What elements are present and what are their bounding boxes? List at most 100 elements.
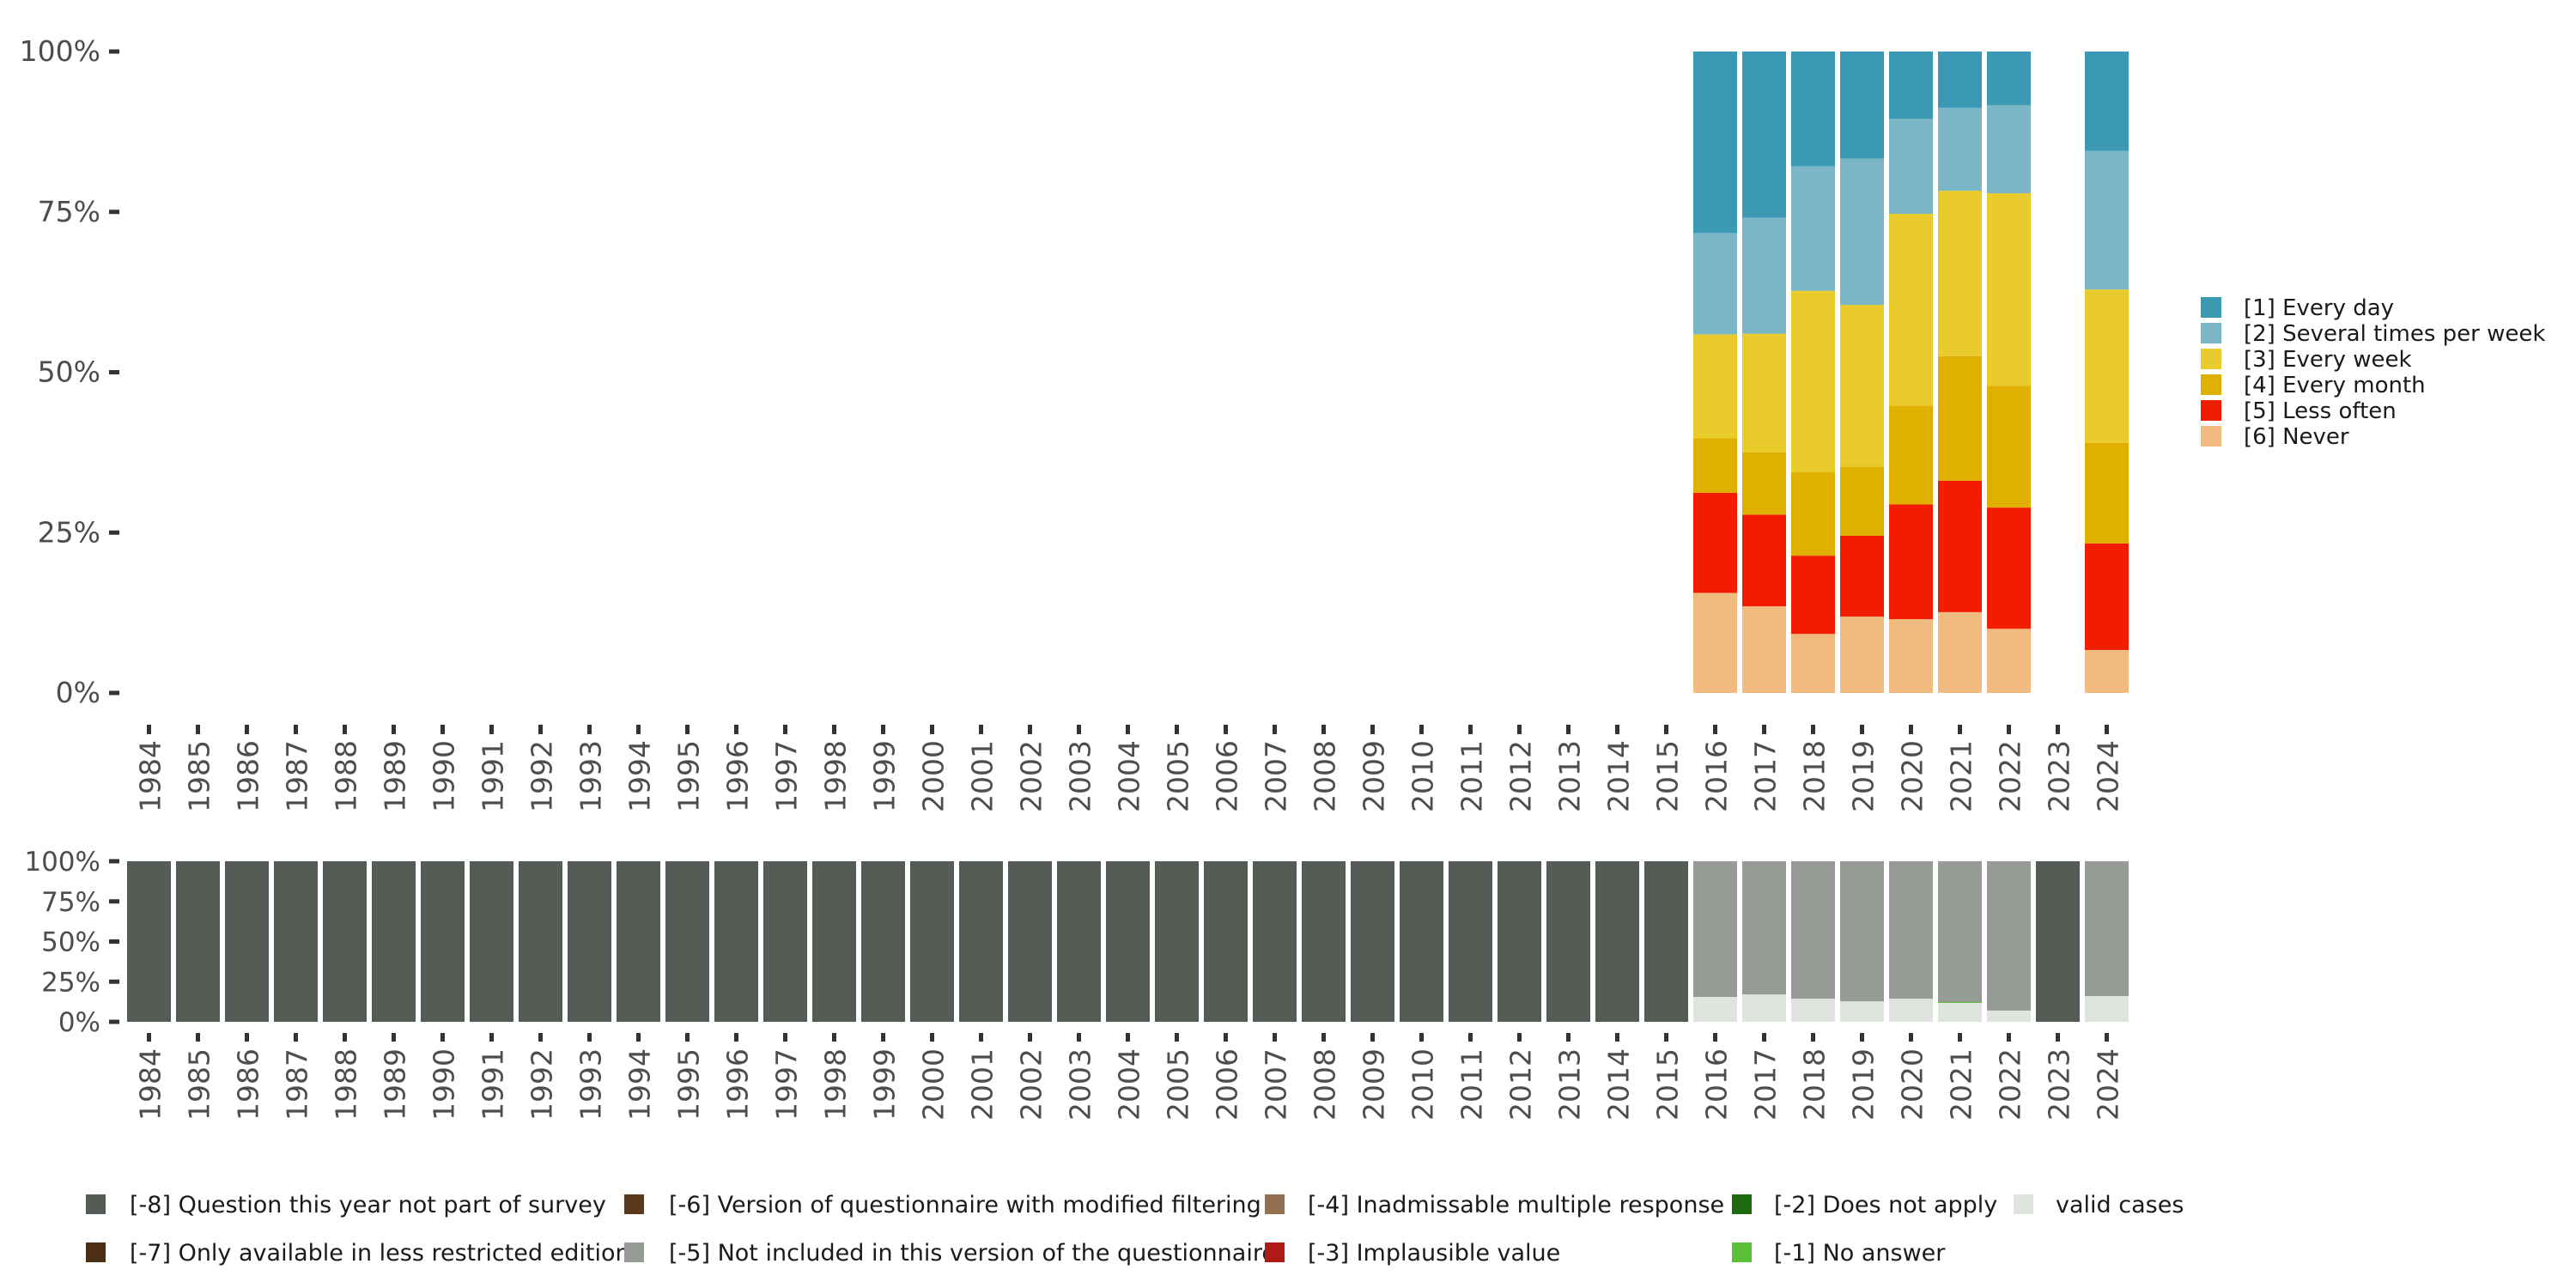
bar-segment	[1742, 217, 1786, 334]
x-tick-label: 2017	[1749, 740, 1783, 812]
x-tick-label: 2005	[1162, 1048, 1195, 1121]
bar-stack-2021	[1938, 52, 1982, 693]
x-tick-label: 2014	[1602, 1048, 1636, 1121]
bar-stack-1993	[568, 861, 611, 1022]
y-tick-label: 50%	[41, 927, 100, 958]
bar-stack-2003	[1057, 861, 1101, 1022]
y-tick-label: 25%	[38, 515, 100, 549]
x-tick-label: 2006	[1211, 1048, 1244, 1121]
x-tick-label: 1993	[574, 1048, 608, 1121]
bar-segment	[1938, 191, 1982, 356]
x-tick-label: 2011	[1455, 740, 1489, 812]
bar-stack-1995	[665, 861, 709, 1022]
bar-stack-2016	[1693, 861, 1737, 1022]
bar-stack-2019	[1840, 861, 1884, 1022]
legend-item: [3] Every week	[2201, 347, 2412, 373]
bar-segment	[2085, 543, 2129, 650]
bar-segment	[1840, 861, 1884, 1002]
bar-segment	[225, 861, 269, 1022]
bar-segment	[1351, 861, 1394, 1022]
bar-segment	[1840, 535, 1884, 617]
bar-stack-1997	[763, 861, 807, 1022]
y-tick-label: 0%	[56, 676, 100, 709]
bar-stack-2020	[1889, 52, 1933, 693]
y-tick-label: 75%	[41, 887, 100, 918]
x-tick-label: 2002	[1015, 740, 1048, 812]
bar-segment	[1742, 861, 1786, 995]
bar-segment	[959, 861, 1003, 1022]
x-tick-label: 2019	[1847, 1048, 1880, 1121]
x-tick-label: 1998	[819, 740, 853, 812]
legend-label: [2] Several times per week	[2244, 321, 2545, 347]
bar-stack-2004	[1106, 861, 1150, 1022]
bar-segment	[2085, 52, 2129, 151]
legend-label: [-1] No answer	[1774, 1240, 1946, 1267]
bar-stack-1988	[323, 861, 367, 1022]
x-tick-label: 2003	[1064, 740, 1097, 812]
x-tick-label: 2010	[1406, 740, 1440, 812]
x-tick-label: 1991	[477, 1048, 510, 1121]
legend-top: [1] Every day[2] Several times per week[…	[2201, 295, 2545, 450]
x-tick-label: 2013	[1553, 1048, 1587, 1121]
bar-segment	[1791, 290, 1835, 473]
bar-segment	[1742, 52, 1786, 218]
bar-segment	[2036, 861, 2080, 1022]
bar-segment	[2085, 150, 2129, 290]
bar-segment	[714, 861, 758, 1022]
legend-swatch	[86, 1194, 106, 1214]
x-tick-label: 1999	[868, 1048, 902, 1121]
bar-segment	[1840, 1001, 1884, 1022]
bar-segment	[1889, 619, 1933, 693]
bar-segment	[1742, 994, 1786, 1022]
x-tick-label: 2010	[1406, 1048, 1440, 1121]
x-tick-label: 2013	[1553, 740, 1587, 812]
bar-segment	[1987, 507, 2031, 629]
x-tick-label: 1988	[330, 1048, 363, 1121]
bar-stack-2007	[1253, 861, 1297, 1022]
bar-segment	[1546, 861, 1590, 1022]
bar-segment	[1889, 118, 1933, 214]
bar-segment	[1302, 861, 1346, 1022]
bar-segment	[1889, 504, 1933, 620]
legend-swatch	[86, 1242, 106, 1262]
bar-segment	[1889, 999, 1933, 1022]
legend-label: [-7] Only available in less restricted e…	[130, 1240, 630, 1267]
x-tick-label: 2001	[966, 1048, 999, 1121]
bar-stack-2023	[2036, 861, 2080, 1022]
bar-stack-1985	[176, 861, 220, 1022]
bar-segment	[1938, 355, 1982, 481]
x-tick-label: 1989	[379, 1048, 412, 1121]
bar-segment	[323, 861, 367, 1022]
x-tick-label: 1991	[477, 740, 510, 812]
bar-stack-2002	[1008, 861, 1052, 1022]
bar-segment	[1938, 52, 1982, 108]
bar-segment	[1693, 438, 1737, 493]
legend-bottom: [-8] Question this year not part of surv…	[86, 1192, 2184, 1267]
bar-segment	[1791, 999, 1835, 1022]
legend-swatch	[2201, 297, 2221, 318]
x-tick-label: 1990	[428, 1048, 461, 1121]
x-tick-label: 2008	[1309, 1048, 1342, 1121]
legend-swatch	[2014, 1194, 2033, 1214]
x-tick-label: 1990	[428, 740, 461, 812]
x-tick-label: 2012	[1504, 740, 1538, 812]
bar-segment	[812, 861, 856, 1022]
x-tick-label: 2006	[1211, 740, 1244, 812]
bar-stack-1998	[812, 861, 856, 1022]
bar-stack-2022	[1987, 52, 2031, 693]
x-tick-label: 2016	[1700, 740, 1734, 812]
x-tick-label: 2023	[2043, 1048, 2076, 1121]
bar-segment	[1840, 617, 1884, 693]
legend-item: [6] Never	[2201, 424, 2349, 450]
x-tick-label: 1987	[281, 740, 314, 812]
x-tick-label: 2007	[1260, 740, 1293, 812]
y-tick-label: 25%	[41, 967, 100, 998]
bar-stack-2000	[910, 861, 954, 1022]
bar-segment	[1938, 107, 1982, 191]
x-tick-label: 1987	[281, 1048, 314, 1121]
x-tick-label: 1995	[672, 740, 706, 812]
bar-segment	[1693, 233, 1737, 335]
bar-stack-2006	[1204, 861, 1248, 1022]
legend-label: [-4] Inadmissable multiple response	[1308, 1192, 1724, 1218]
x-tick-label: 2004	[1113, 1048, 1146, 1121]
